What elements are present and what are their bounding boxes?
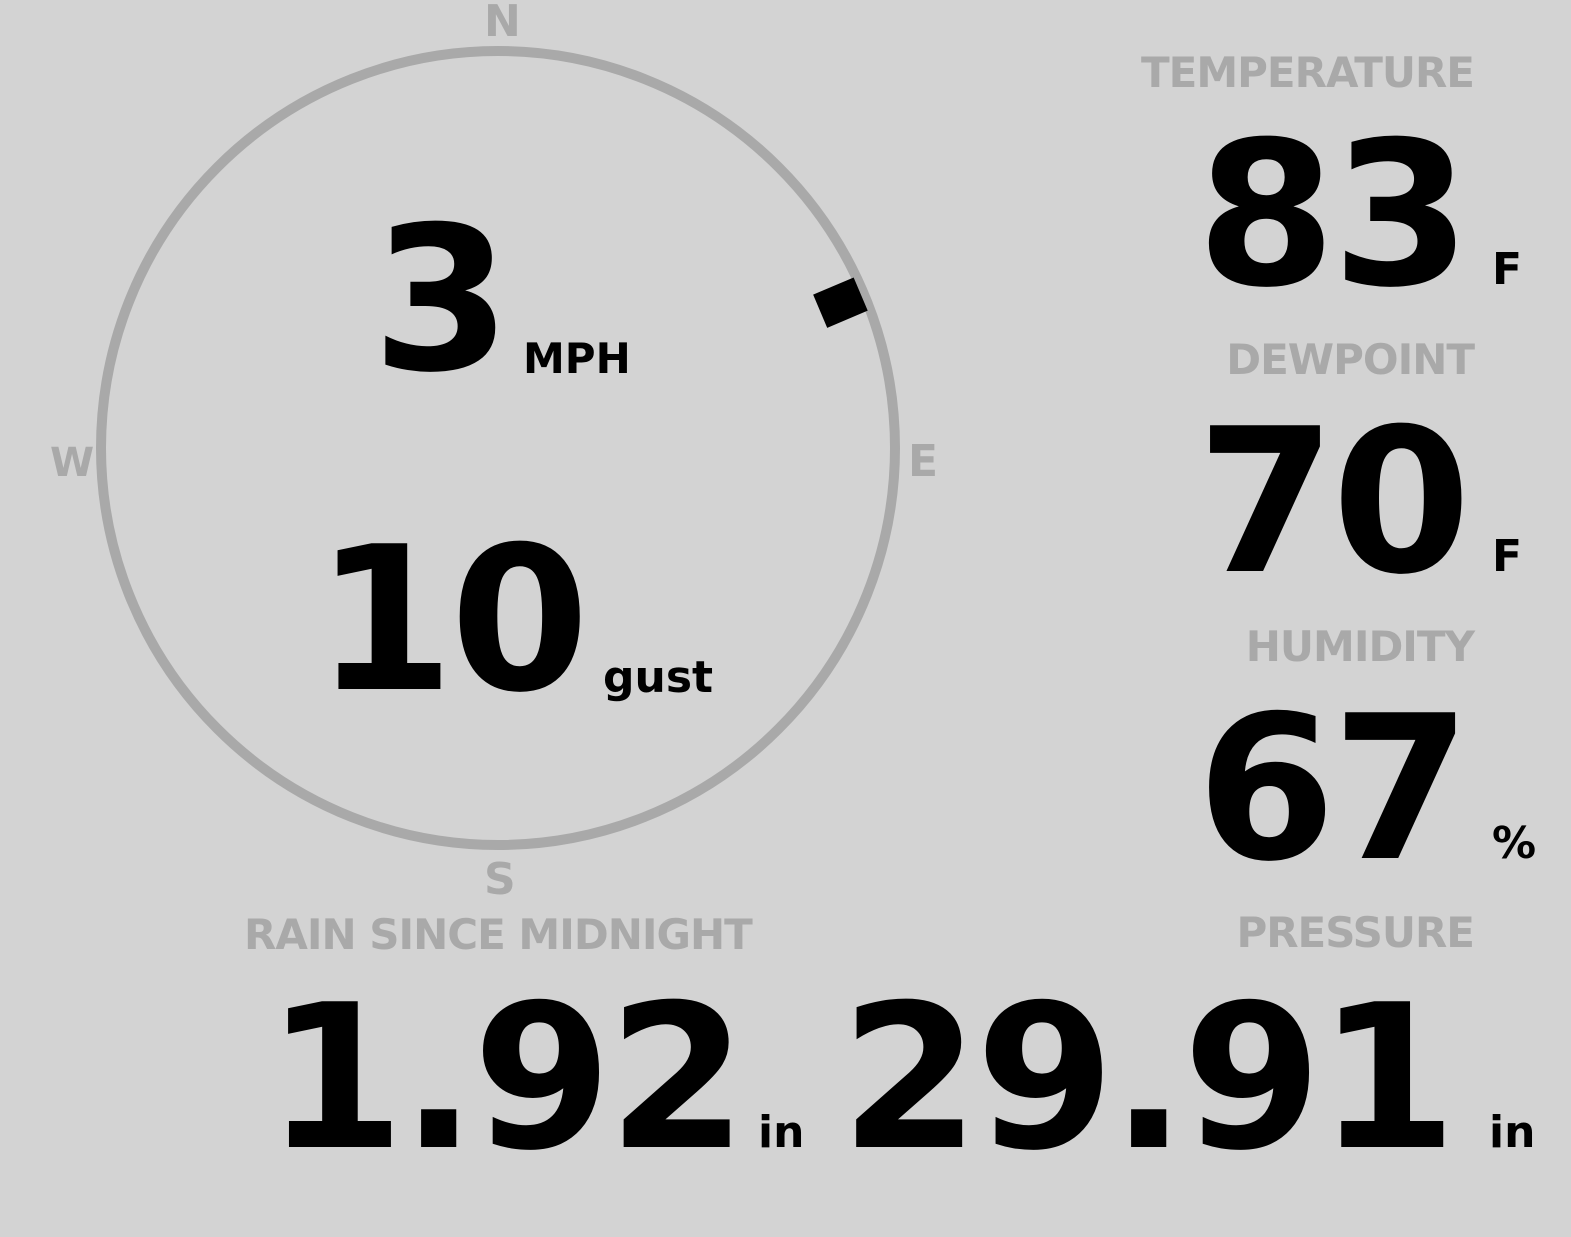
compass-west: W — [50, 440, 94, 486]
temperature-label: TEMPERATURE — [1141, 48, 1475, 97]
wind-gust-value: 10 — [315, 504, 589, 737]
humidity-unit: % — [1492, 818, 1537, 869]
temperature-unit: F — [1492, 244, 1523, 295]
wind-direction-marker — [813, 277, 868, 328]
rain-unit: in — [758, 1107, 805, 1158]
wind-gust-unit: gust — [603, 652, 714, 703]
wind-speed-value: 3 — [372, 184, 511, 417]
pressure-unit: in — [1489, 1107, 1536, 1158]
temperature-value: 83 — [1196, 99, 1471, 332]
pressure-value: 29.91 — [840, 962, 1457, 1195]
wind-speed-unit: MPH — [523, 334, 631, 383]
compass-ring — [96, 46, 900, 850]
rain-value: 1.92 — [265, 962, 747, 1195]
dewpoint-unit: F — [1492, 531, 1523, 582]
compass-east: E — [908, 436, 938, 487]
dewpoint-label: DEWPOINT — [1226, 335, 1475, 384]
pressure-label: PRESSURE — [1236, 908, 1475, 957]
compass-south: S — [484, 854, 516, 905]
dewpoint-value: 70 — [1196, 386, 1471, 619]
rain-label: RAIN SINCE MIDNIGHT — [244, 910, 753, 959]
humidity-label: HUMIDITY — [1245, 622, 1475, 671]
humidity-value: 67 — [1196, 673, 1471, 906]
compass-north: N — [484, 0, 521, 47]
